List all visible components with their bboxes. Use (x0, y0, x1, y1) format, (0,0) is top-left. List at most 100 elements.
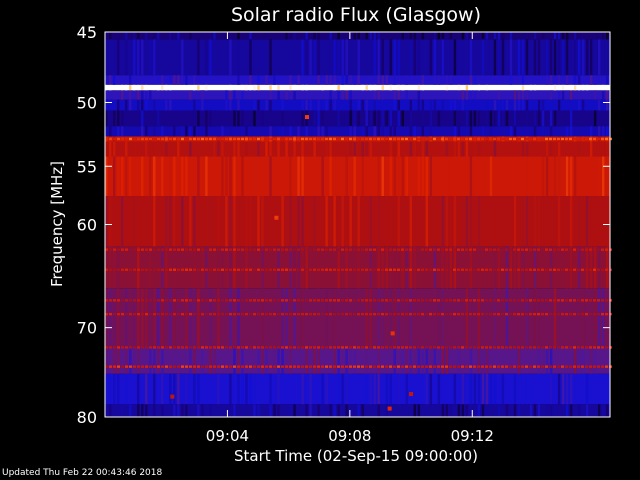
interference-line (245, 365, 248, 368)
time-streak (377, 32, 380, 40)
interference-line (469, 312, 472, 316)
interference-line (121, 312, 124, 316)
time-streak (389, 110, 392, 127)
interference-line (577, 365, 580, 368)
time-streak (541, 126, 545, 137)
time-streak (417, 404, 421, 417)
time-streak (225, 32, 228, 40)
interference-line (321, 268, 324, 271)
interference-line (105, 365, 108, 368)
interference-line (457, 312, 460, 316)
time-streak (241, 373, 244, 405)
interference-line (421, 268, 424, 271)
time-streak (353, 156, 356, 197)
interference-line (173, 299, 176, 302)
time-streak (577, 196, 581, 247)
interference-line (229, 346, 232, 349)
interference-line (477, 312, 480, 316)
interference-line (365, 248, 368, 251)
interference-line (593, 365, 596, 368)
time-streak (117, 39, 120, 76)
time-streak (373, 84, 376, 91)
time-streak (409, 141, 412, 157)
time-streak (441, 346, 445, 374)
time-streak (393, 141, 396, 157)
time-streak (345, 404, 348, 417)
interference-line (373, 365, 376, 368)
interference-line (377, 346, 380, 349)
interference-line (261, 268, 264, 271)
time-streak (237, 75, 240, 85)
time-streak (409, 110, 412, 127)
interference-line (585, 137, 588, 141)
time-streak (365, 84, 368, 91)
time-streak (317, 110, 320, 127)
interference-line (177, 365, 180, 368)
interference-line (541, 365, 544, 368)
time-streak (161, 156, 164, 197)
time-streak (361, 84, 364, 91)
time-streak (137, 404, 140, 417)
time-streak (125, 373, 128, 405)
time-streak (489, 373, 493, 405)
interference-line (429, 137, 432, 141)
interference-line (533, 346, 536, 349)
interference-line (153, 299, 156, 302)
time-streak (549, 75, 553, 85)
interference-line (477, 137, 480, 141)
time-streak (421, 141, 425, 157)
time-streak (109, 246, 112, 289)
interference-line (441, 248, 444, 251)
interference-line (513, 346, 516, 349)
time-streak (233, 346, 236, 374)
interference-line (457, 268, 460, 271)
time-streak (313, 196, 316, 247)
interference-line (457, 248, 460, 251)
time-streak (593, 288, 597, 347)
time-streak (221, 141, 224, 157)
interference-line (269, 299, 272, 302)
interference-line (433, 299, 436, 302)
interference-line (329, 365, 332, 368)
time-streak (449, 404, 453, 417)
interference-line (505, 137, 508, 141)
time-streak (469, 110, 473, 127)
time-streak (469, 75, 473, 85)
time-streak (493, 373, 497, 405)
interference-line (597, 137, 600, 141)
time-streak (185, 288, 188, 347)
time-streak (401, 246, 404, 289)
interference-line (249, 248, 252, 251)
interference-line (437, 365, 440, 368)
interference-line (589, 346, 592, 349)
interference-line (581, 346, 584, 349)
time-streak (525, 196, 529, 247)
time-streak (161, 288, 164, 347)
time-streak (205, 196, 208, 247)
time-streak (361, 126, 364, 137)
time-streak (585, 246, 589, 289)
time-streak (433, 99, 437, 111)
time-streak (209, 196, 212, 247)
time-streak (153, 110, 156, 127)
time-streak (289, 32, 292, 40)
time-streak (605, 404, 609, 417)
time-streak (597, 156, 601, 197)
time-streak (557, 75, 561, 85)
time-streak (577, 246, 581, 289)
interference-line (265, 299, 268, 302)
time-streak (113, 75, 116, 85)
time-streak (601, 84, 605, 91)
time-streak (125, 32, 128, 40)
interference-line (541, 312, 544, 316)
interference-line (545, 299, 548, 302)
interference-line (385, 137, 388, 141)
time-streak (241, 90, 244, 100)
interference-line (317, 299, 320, 302)
time-streak (553, 288, 557, 347)
interference-line (565, 365, 568, 368)
interference-line (213, 299, 216, 302)
interference-line (281, 299, 284, 302)
time-streak (265, 346, 268, 374)
time-streak (449, 75, 453, 85)
